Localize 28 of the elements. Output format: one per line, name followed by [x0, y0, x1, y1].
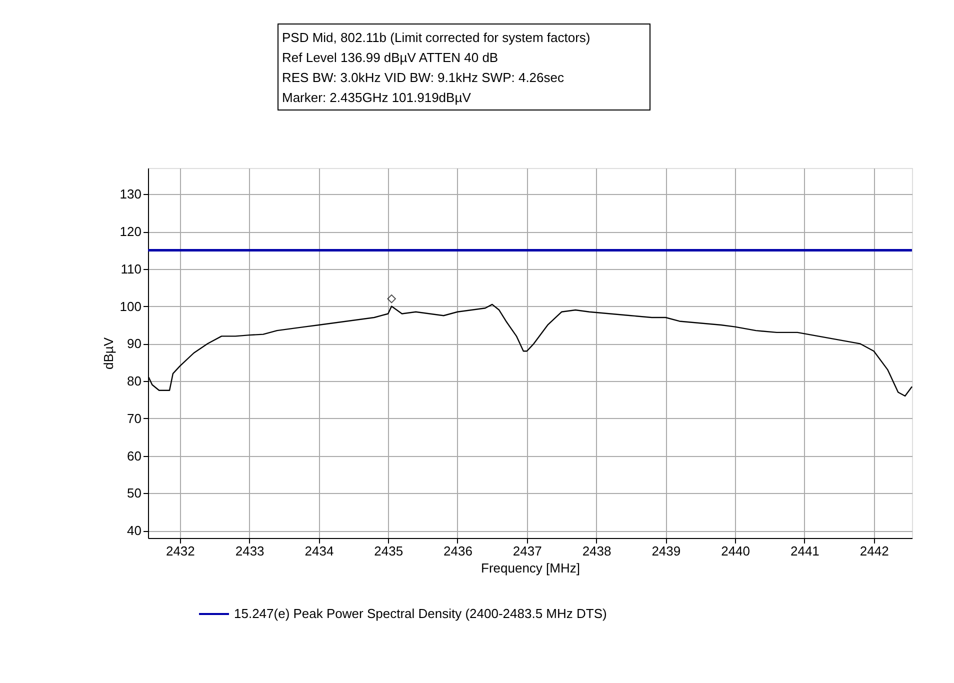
legend-label: 15.247(e) Peak Power Spectral Density (2400-2483.5 MHz DTS) — [234, 606, 607, 621]
y-tick-label: 50 — [127, 486, 142, 501]
text: PSD Mid, 802.11b (Limit corrected for system factors) — [282, 30, 590, 45]
x-tick-label: 2434 — [304, 544, 334, 558]
x-tick-label: 2440 — [721, 544, 750, 558]
y-axis-title: dBµV — [100, 337, 116, 370]
x-axis-title: Frequency [MHz] — [481, 560, 580, 576]
x-tick-label: 2442 — [860, 544, 889, 558]
text: Marker: 2.435GHz 101.919dBµV — [282, 90, 472, 105]
x-tick-label: 2433 — [235, 544, 264, 558]
x-tick-label: 2438 — [582, 544, 612, 558]
y-tick-label: 70 — [127, 410, 142, 426]
x-tick-label: 2441 — [790, 544, 820, 558]
y-tick-label: 100 — [120, 298, 142, 314]
x-tick-label: 2437 — [512, 544, 542, 558]
x-tick-label: 2432 — [166, 544, 195, 558]
y-tick-label: 130 — [120, 186, 142, 202]
y-tick-label: 120 — [120, 224, 142, 240]
x-tick-label: 2439 — [652, 544, 681, 558]
y-tick-label: 80 — [127, 374, 142, 389]
text: Ref Level 136.99 dBµV ATTEN 40 dB — [282, 50, 498, 65]
y-tick-label: 60 — [127, 448, 142, 464]
text: RES BW: 3.0kHz VID BW: 9.1kHz SWP: 4.26sec — [282, 70, 564, 85]
x-tick-label: 2436 — [444, 544, 472, 558]
x-tick-label: 2435 — [374, 544, 404, 558]
y-tick-label: 90 — [127, 336, 142, 352]
y-tick-label: 40 — [127, 523, 142, 538]
y-tick-label: 110 — [120, 261, 142, 276]
